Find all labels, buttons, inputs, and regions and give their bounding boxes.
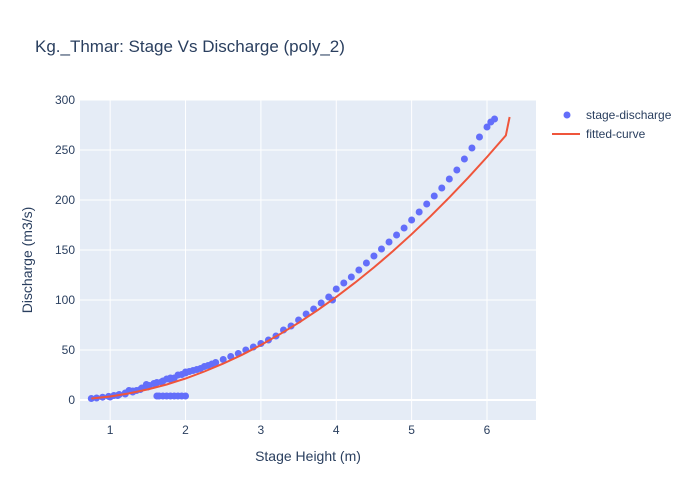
x-tick-label: 5 [408, 423, 415, 437]
plot-area [80, 100, 536, 420]
data-point-stage-discharge[interactable] [415, 208, 423, 216]
data-point-stage-discharge[interactable] [377, 245, 385, 253]
data-point-stage-discharge[interactable] [317, 299, 325, 307]
series-layer [87, 115, 511, 402]
y-tick-label: 0 [68, 393, 75, 407]
x-axis-title: Stage Height (m) [255, 448, 361, 464]
y-tick-label: 50 [62, 343, 76, 357]
data-point-stage-discharge[interactable] [355, 266, 363, 274]
legend: stage-discharge fitted-curve [552, 108, 672, 141]
data-point-stage-discharge[interactable] [400, 224, 408, 232]
x-tick-label: 2 [182, 423, 189, 437]
data-point-stage-discharge[interactable] [200, 363, 208, 370]
data-point-stage-discharge[interactable] [332, 285, 340, 293]
data-point-stage-discharge[interactable] [193, 366, 201, 373]
legend-item-stage-discharge[interactable]: stage-discharge [563, 108, 672, 122]
data-point-stage-discharge[interactable] [159, 377, 167, 385]
x-tick-label: 3 [258, 423, 265, 437]
y-tick-label: 150 [55, 243, 75, 257]
grid-layer [80, 99, 536, 420]
data-point-stage-discharge[interactable] [430, 192, 438, 200]
data-point-stage-discharge[interactable] [483, 123, 491, 131]
legend-label-stage-discharge: stage-discharge [586, 108, 672, 122]
data-point-stage-discharge[interactable] [362, 259, 370, 267]
data-point-stage-discharge[interactable] [219, 356, 227, 363]
y-tick-label: 200 [55, 193, 75, 207]
data-point-stage-discharge[interactable] [475, 133, 483, 141]
data-point-stage-discharge[interactable] [385, 238, 393, 246]
tick-layer: 1 2 3 4 5 6 0 50 100 150 200 250 300 [55, 93, 491, 437]
data-point-stage-discharge[interactable] [445, 175, 453, 183]
x-tick-label: 1 [107, 423, 114, 437]
data-point-stage-discharge[interactable] [208, 360, 216, 368]
data-point-stage-discharge[interactable] [393, 231, 401, 239]
x-tick-label: 4 [333, 423, 340, 437]
data-point-stage-discharge[interactable] [423, 200, 431, 208]
data-point-stage-discharge[interactable] [174, 371, 182, 379]
data-point-stage-discharge[interactable] [491, 115, 499, 123]
data-point-stage-discharge[interactable] [460, 155, 468, 163]
y-tick-label: 300 [55, 93, 75, 107]
y-tick-label: 250 [55, 143, 75, 157]
data-point-stage-discharge[interactable] [340, 279, 348, 287]
legend-marker-stage-discharge [563, 111, 571, 119]
data-point-stage-discharge[interactable] [151, 380, 159, 388]
data-point-stage-discharge[interactable] [166, 374, 174, 382]
legend-label-fitted-curve: fitted-curve [586, 127, 646, 141]
series-line-fitted-curve[interactable] [91, 116, 511, 400]
data-point-stage-discharge[interactable] [347, 273, 355, 281]
data-point-stage-discharge[interactable] [438, 184, 446, 192]
y-tick-label: 100 [55, 293, 75, 307]
data-point-stage-discharge[interactable] [468, 144, 476, 152]
y-axis-title: Discharge (m3/s) [19, 207, 35, 314]
data-point-stage-discharge[interactable] [408, 216, 416, 224]
legend-item-fitted-curve[interactable]: fitted-curve [552, 127, 646, 141]
data-point-stage-discharge[interactable] [185, 368, 193, 375]
x-tick-label: 6 [484, 423, 491, 437]
data-point-stage-discharge[interactable] [182, 392, 190, 400]
chart-title: Kg._Thmar: Stage Vs Discharge (poly_2) [35, 37, 345, 56]
data-point-stage-discharge[interactable] [453, 166, 461, 174]
data-point-stage-discharge[interactable] [370, 252, 378, 260]
